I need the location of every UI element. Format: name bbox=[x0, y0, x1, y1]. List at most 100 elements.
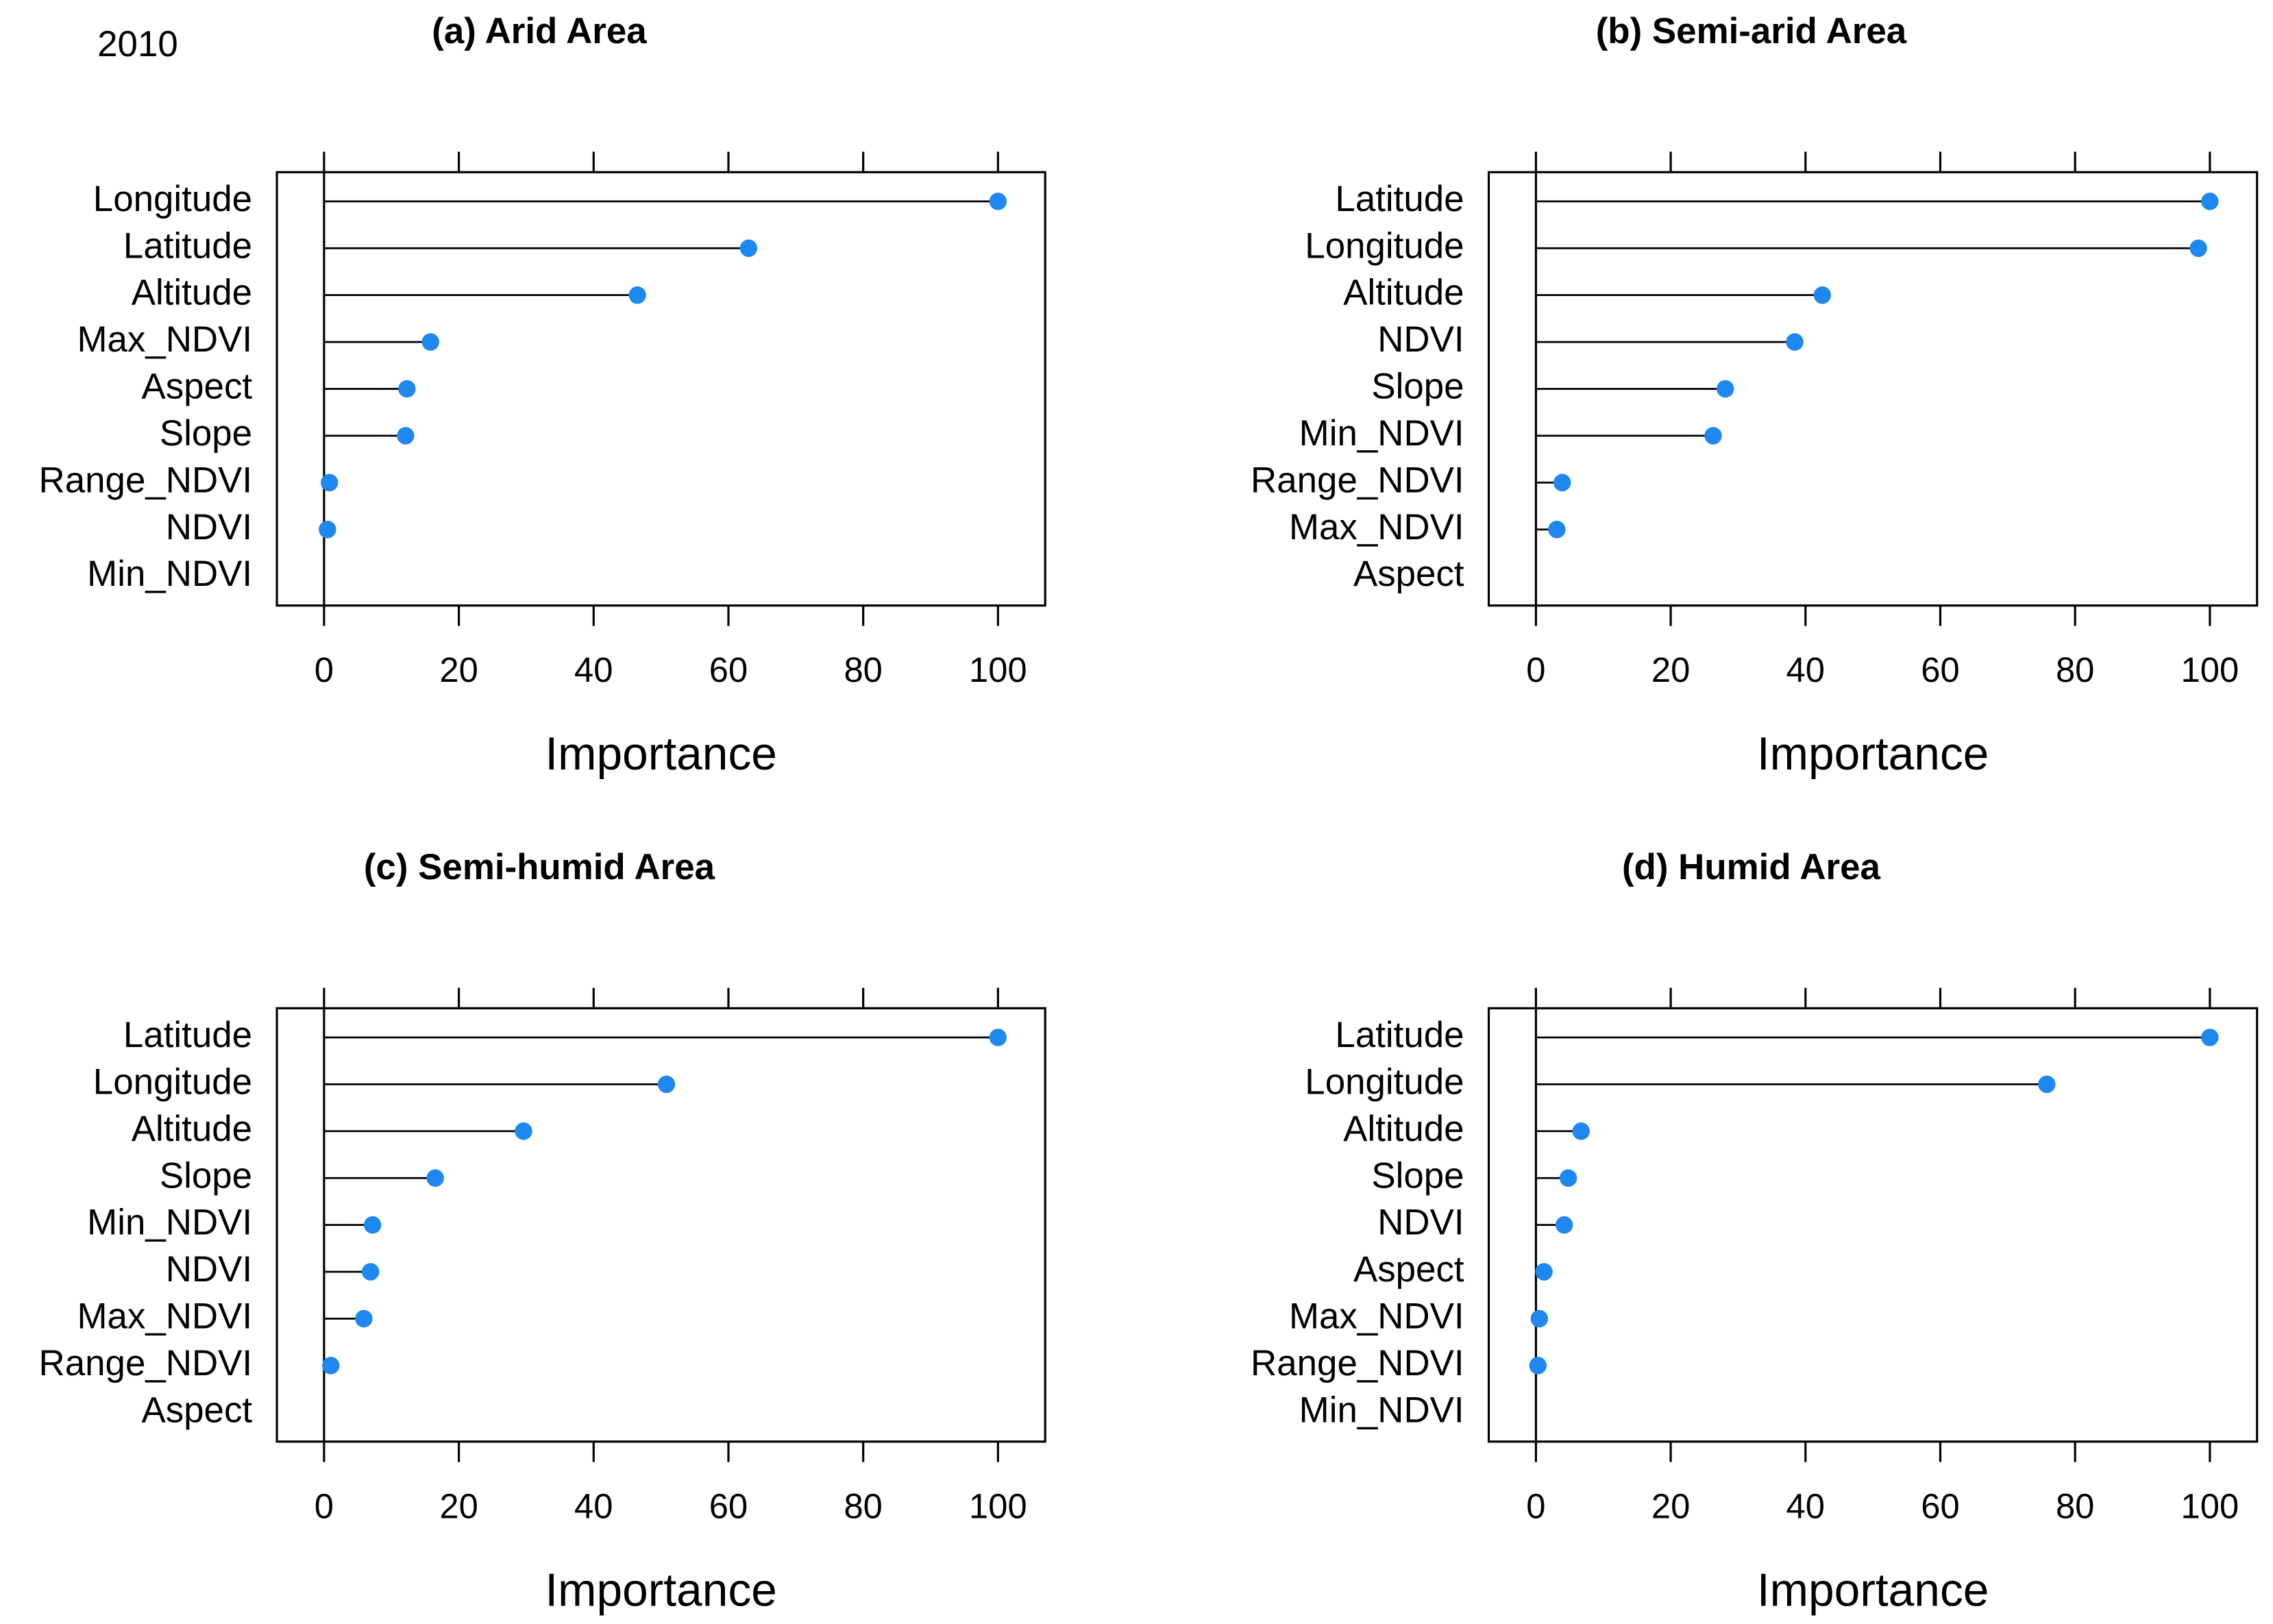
x-tick-label: 0 bbox=[1526, 1486, 1545, 1525]
lollipop-dot bbox=[515, 1122, 532, 1140]
plot-frame bbox=[275, 171, 1046, 607]
lollipop-dot bbox=[1530, 1309, 1549, 1328]
category-label: Aspect bbox=[1353, 1249, 1464, 1290]
lollipop-dot bbox=[362, 1263, 380, 1281]
x-tick-label: 20 bbox=[1651, 1486, 1690, 1525]
lollipop-dot bbox=[397, 427, 415, 445]
lollipop-dot bbox=[398, 380, 416, 398]
category-label: Latitude bbox=[123, 1015, 252, 1055]
category-label: Slope bbox=[1371, 366, 1464, 406]
lollipop-dot bbox=[1553, 473, 1571, 492]
category-label: Range_NDVI bbox=[1251, 1343, 1464, 1383]
category-label: Latitude bbox=[123, 225, 252, 266]
x-tick-label: 80 bbox=[844, 650, 882, 689]
category-label: Min_NDVI bbox=[1299, 413, 1464, 454]
plot-frame bbox=[275, 1007, 1046, 1443]
lollipop-dot bbox=[421, 333, 439, 351]
x-tick-label: 100 bbox=[969, 650, 1027, 689]
lollipop-dot bbox=[989, 193, 1007, 210]
x-tick-label: 20 bbox=[439, 650, 478, 689]
category-label: Range_NDVI bbox=[39, 1343, 253, 1383]
lollipop-dot bbox=[1529, 1357, 1547, 1375]
category-label: Max_NDVI bbox=[1289, 507, 1464, 548]
x-tick-label: 40 bbox=[1786, 1486, 1825, 1525]
category-label: NDVI bbox=[166, 1249, 252, 1290]
x-tick-label: 0 bbox=[315, 1486, 334, 1525]
lollipop-dot bbox=[1786, 333, 1804, 351]
category-label: Max_NDVI bbox=[77, 319, 252, 360]
lollipop-dot bbox=[2201, 1029, 2219, 1046]
panel-title: (b) Semi-arid Area bbox=[1596, 11, 1907, 51]
category-label: Altitude bbox=[132, 1109, 252, 1149]
category-label: Longitude bbox=[1305, 225, 1464, 266]
lollipop-dot bbox=[426, 1169, 444, 1187]
lollipop-dot bbox=[364, 1216, 382, 1234]
panel: (c) Semi-humid Area 0 20 40 60 80 100 Importanc… bbox=[39, 847, 1046, 1616]
x-tick-label: 100 bbox=[2181, 1486, 2239, 1525]
x-tick-label: 40 bbox=[574, 650, 613, 689]
x-axis-label: Importance bbox=[1757, 1564, 1989, 1616]
category-label: Aspect bbox=[1353, 554, 1464, 594]
panel: (d) Humid Area 0 20 40 60 80 100 Importance Lati… bbox=[1251, 847, 2259, 1616]
year-annotation: 2010 bbox=[97, 24, 178, 64]
x-tick-label: 100 bbox=[2181, 650, 2239, 689]
lollipop-dot bbox=[1572, 1122, 1590, 1140]
x-tick-label: 60 bbox=[709, 1486, 748, 1525]
lollipop-dot bbox=[1559, 1169, 1577, 1187]
lollipop-dot bbox=[1717, 380, 1734, 398]
lollipop-dot bbox=[628, 286, 646, 304]
panel-title: (c) Semi-humid Area bbox=[364, 847, 715, 887]
category-label: Altitude bbox=[132, 273, 252, 313]
panel-title: (a) Arid Area bbox=[432, 11, 647, 51]
lollipop-dot bbox=[1548, 520, 1566, 539]
category-label: Max_NDVI bbox=[1289, 1296, 1464, 1336]
x-tick-label: 0 bbox=[315, 650, 334, 689]
lollipop-dot bbox=[1535, 1263, 1553, 1281]
category-label: Min_NDVI bbox=[87, 1203, 252, 1243]
x-tick-label: 60 bbox=[1921, 1486, 1959, 1525]
category-label: Longitude bbox=[93, 1061, 252, 1102]
category-label: Longitude bbox=[1305, 1061, 1464, 1102]
lollipop-dot bbox=[2189, 239, 2207, 258]
category-label: Altitude bbox=[1343, 1109, 1464, 1149]
lollipop-dot bbox=[1556, 1216, 1573, 1234]
lollipop-dot bbox=[739, 239, 758, 258]
lollipop-dot bbox=[2038, 1075, 2056, 1094]
x-tick-label: 80 bbox=[2056, 1486, 2094, 1525]
plot-frame bbox=[1487, 171, 2259, 607]
category-label: Slope bbox=[160, 413, 252, 454]
category-label: Longitude bbox=[93, 179, 252, 219]
category-label: NDVI bbox=[166, 507, 252, 548]
x-tick-label: 80 bbox=[2056, 650, 2094, 689]
category-label: Range_NDVI bbox=[1251, 460, 1464, 500]
panel: (a) Arid Area 0 20 40 60 80 100 Importance Longi… bbox=[39, 11, 1046, 780]
lollipop-dot bbox=[989, 1029, 1007, 1046]
x-axis-label: Importance bbox=[545, 728, 777, 780]
category-label: Slope bbox=[1371, 1155, 1464, 1196]
category-label: Altitude bbox=[1343, 273, 1464, 313]
category-label: Range_NDVI bbox=[39, 460, 253, 500]
category-label: Aspect bbox=[141, 1390, 252, 1430]
x-tick-label: 40 bbox=[574, 1486, 613, 1525]
x-tick-label: 20 bbox=[1651, 650, 1690, 689]
category-label: Min_NDVI bbox=[87, 554, 252, 594]
category-label: Latitude bbox=[1335, 179, 1464, 219]
x-tick-label: 40 bbox=[1786, 650, 1825, 689]
category-label: Slope bbox=[160, 1155, 252, 1196]
lollipop-dot bbox=[321, 473, 339, 492]
lollipop-dot bbox=[1813, 286, 1832, 304]
lollipop-dot bbox=[319, 520, 336, 539]
x-tick-label: 20 bbox=[439, 1486, 478, 1525]
panel-title: (d) Humid Area bbox=[1622, 847, 1880, 887]
x-axis-label: Importance bbox=[545, 1564, 777, 1616]
x-axis-label: Importance bbox=[1757, 728, 1989, 780]
category-label: Min_NDVI bbox=[1299, 1390, 1464, 1430]
plot-frame bbox=[1487, 1007, 2259, 1443]
x-tick-label: 60 bbox=[709, 650, 748, 689]
category-label: Aspect bbox=[141, 366, 252, 406]
x-tick-label: 100 bbox=[969, 1486, 1027, 1525]
lollipop-dot bbox=[2201, 193, 2219, 210]
lollipop-dot bbox=[355, 1309, 373, 1328]
